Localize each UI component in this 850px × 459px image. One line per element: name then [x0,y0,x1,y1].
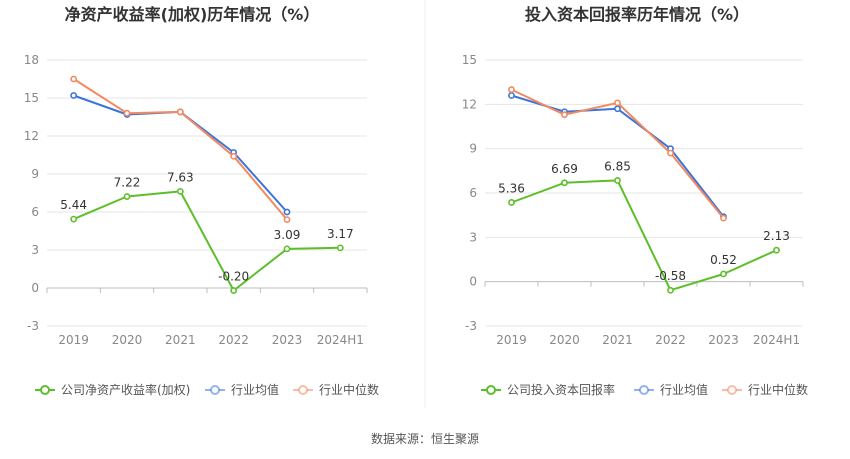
chart1-series-2-point [123,109,131,117]
chart1-y-tick-label: 15 [24,91,39,105]
chart1-legend-label: 公司净资产收益率(加权) [61,382,190,397]
chart1-x-tick-label: 2021 [165,333,196,347]
chart1-series-1-point [70,92,78,99]
chart1-y-tick-label: 12 [24,129,39,143]
chart1-x-tick-label: 2020 [112,333,143,347]
chart1-data-label: 7.22 [114,176,141,190]
chart2-series-0-point [561,179,568,187]
chart2-y-tick-label: 3 [469,230,477,244]
chart2-series-2-point [720,214,727,222]
chart2-x-tick-label: 2024H1 [753,333,800,347]
chart2-legend-swatch-marker [639,385,649,395]
chart1-legend-label: 行业均值 [231,382,279,397]
chart2-data-label: -0.58 [655,269,686,283]
chart1-series-0-point [230,287,238,294]
chart1-x-tick-label: 2023 [272,333,303,347]
chart2-series-1-line [511,94,725,218]
chart1-x-tick-label: 2024H1 [317,333,364,347]
source-note: 数据来源：恒生聚源 [371,431,479,446]
chart2-data-label: 2.13 [763,229,790,243]
chart1-legend-swatch-marker [298,385,308,395]
chart2-legend-label: 行业中位数 [748,382,808,397]
chart2-x-tick-label: 2021 [602,333,633,347]
chart1-data-label: 7.63 [167,170,194,184]
chart2-series-2-point [561,111,568,119]
chart2-legend-swatch-marker [486,385,496,395]
chart2-series-0-point [614,177,621,184]
chart2-y-tick-label: 12 [462,97,477,111]
chart2-series-1-point [614,105,621,113]
chart2-x-tick-label: 2019 [496,333,527,347]
chart2-series-1-point [508,92,515,99]
chart2-data-label: 5.36 [498,181,525,195]
chart1-y-tick-label: 9 [31,167,39,181]
chart1-series-2-point [283,216,291,223]
chart1-legend-swatch-marker [40,385,50,395]
chart2-x-tick-label: 2020 [549,333,580,347]
chart2-y-tick-label: 9 [469,142,477,156]
chart1-data-label: 3.17 [327,227,354,241]
chart1-series-2-point [176,108,184,116]
chart2-legend-swatch-marker [727,385,737,395]
chart2-data-label: 6.69 [551,162,578,176]
chart1-y-tick-label: 0 [31,281,39,295]
chart2-y-tick-label: 0 [469,275,477,289]
chart2-series-0-point [667,286,674,294]
chart2-series-0-point [773,246,780,254]
chart2-title: 投入资本回报率历年情况（%） [525,5,749,24]
chart2-series-2-point [508,86,515,93]
chart2-series-2-point [614,99,621,107]
chart2-series-2-point [667,149,674,157]
chart2-legend-label: 行业均值 [660,382,708,397]
chart2-x-tick-label: 2022 [655,333,686,347]
chart1-series-0-point [283,245,291,253]
chart1-legend-label: 行业中位数 [319,382,379,397]
chart1-series-2-point [70,75,78,83]
chart1-series-2-point [230,152,238,160]
chart1-data-label: -0.20 [218,270,249,284]
chart2-y-tick-label: 15 [462,53,477,67]
chart2-data-label: 0.52 [710,253,737,267]
chart1-data-label: 5.44 [60,198,87,212]
chart2-y-tick-label: -3 [465,319,477,333]
chart1-series-0-point [336,244,344,252]
chart1-data-label: 3.09 [274,228,301,242]
chart1-x-tick-label: 2022 [218,333,249,347]
chart1-y-tick-label: 6 [31,205,39,219]
chart1-series-0-point [123,193,131,200]
chart1-series-0-point [70,215,78,223]
chart2-x-tick-label: 2023 [708,333,739,347]
chart1-title: 净资产收益率(加权)历年情况（%） [65,5,320,24]
chart2-series-0-point [720,270,727,278]
chart1-y-tick-label: -3 [27,319,39,333]
chart2-series-0-line [511,179,777,292]
chart1-y-tick-label: 3 [31,243,39,257]
chart1-y-tick-label: 18 [24,53,39,67]
chart1-series-1-point [283,208,291,216]
chart1-series-2-line [73,78,288,221]
chart1-series-0-point [176,187,184,195]
chart2-legend-label: 公司投入资本回报率 [507,382,615,397]
chart1-x-tick-label: 2019 [58,333,89,347]
chart1-series-0-line [73,190,341,292]
chart2-series-0-point [508,199,515,206]
chart2-data-label: 6.85 [604,159,631,173]
chart1-legend-swatch-marker [210,385,220,395]
chart2-y-tick-label: 6 [469,186,477,200]
